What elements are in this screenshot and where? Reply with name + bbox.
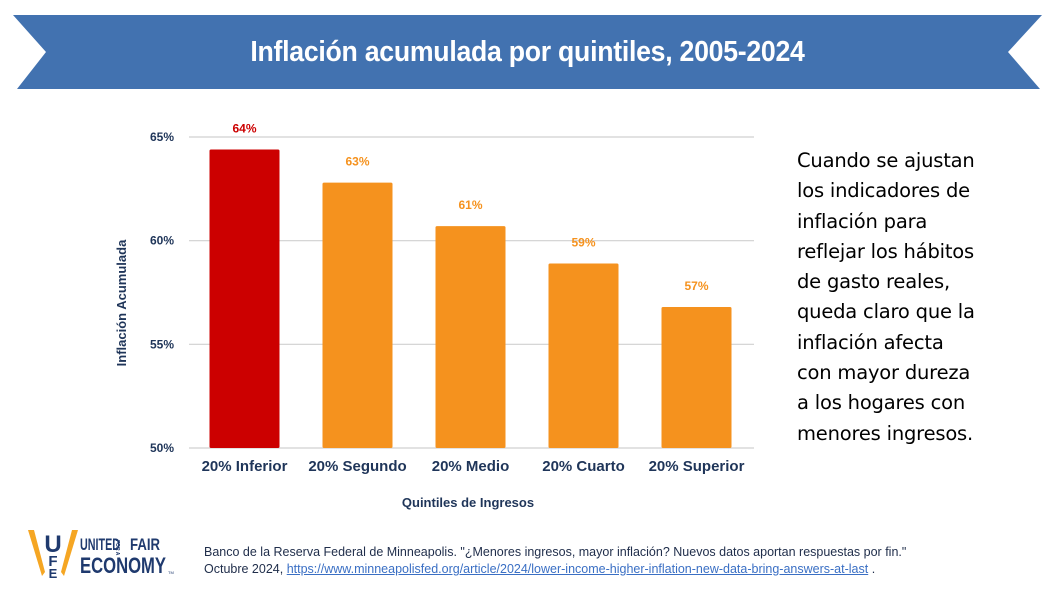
source-link[interactable]: https://www.minneapolisfed.org/article/2… <box>286 562 869 576</box>
commentary-line: inflación afecta <box>797 330 944 354</box>
commentary-line: a los hogares con <box>797 391 966 415</box>
page-title: Inflación acumulada por quintiles, 2005-… <box>250 36 805 68</box>
source-suffix: . <box>868 562 876 576</box>
source-line-1: Banco de la Reserva Federal de Minneapol… <box>204 545 907 559</box>
y-tick-label: 65% <box>150 130 174 144</box>
x-tick-label: 20% Cuarto <box>542 458 625 475</box>
commentary-text: Cuando se ajustan los indicadores de infla… <box>797 146 1012 449</box>
y-axis-ticks: 50% 55% 60% 65% <box>150 130 174 455</box>
commentary-line: Cuando se ajustan <box>797 149 975 172</box>
commentary-line: con mayor dureza <box>797 361 971 385</box>
data-label: 57% <box>684 279 708 293</box>
y-axis-title: Inflación Acumulada <box>114 239 129 366</box>
united-for-a-fair-economy-logo: U F E UNITED FOR A FAIR ECONOMY TM <box>28 530 174 580</box>
data-label: 59% <box>571 235 595 249</box>
logo-for-a: FOR A <box>114 540 120 556</box>
commentary-line: de gasto reales, <box>797 270 950 294</box>
x-axis-ticks: 20% Inferior 20% Segundo 20% Medio 20% Cuar… <box>202 458 745 475</box>
y-tick-label: 60% <box>150 234 174 248</box>
logo-letter-f: F <box>48 553 57 570</box>
banner-ribbon <box>13 15 1042 89</box>
logo-letter-u: U <box>44 531 61 558</box>
source-date: Octubre 2024, <box>204 562 287 576</box>
data-labels: 64% 63% 61% 59% 57% <box>232 121 708 293</box>
bar <box>209 149 280 448</box>
x-tick-label: 20% Medio <box>432 458 510 475</box>
y-tick-label: 55% <box>150 337 174 351</box>
x-tick-label: 20% Superior <box>649 458 745 475</box>
commentary-line: inflación para <box>797 209 928 233</box>
logo-economy: ECONOMY <box>80 553 166 578</box>
commentary-line: reflejar los hábitos <box>797 239 974 263</box>
data-label: 61% <box>458 198 482 212</box>
title-banner <box>13 15 1042 89</box>
logo-mark-icon: U F E <box>28 530 78 580</box>
bar <box>661 307 732 448</box>
commentary-line: menores ingresos. <box>797 421 974 445</box>
logo-tm: TM <box>168 570 174 575</box>
bar-chart: 50% 55% 60% 65% 64% 63% 61% 59% 57% 20% Inferio… <box>114 121 754 510</box>
bar <box>435 226 506 448</box>
data-label: 64% <box>232 121 256 135</box>
bar <box>548 263 619 448</box>
commentary-line: los indicadores de <box>797 179 970 203</box>
logo-fair: FAIR <box>130 535 160 554</box>
x-tick-label: 20% Segundo <box>308 458 406 475</box>
logo-letter-e: E <box>49 566 58 580</box>
data-label: 63% <box>345 155 369 169</box>
bar <box>322 182 393 448</box>
logo-united: UNITED <box>80 535 120 554</box>
source-line-2: Octubre 2024, https://www.minneapolisfed… <box>204 561 906 578</box>
source-citation: Banco de la Reserva Federal de Minneapol… <box>204 544 906 578</box>
x-tick-label: 20% Inferior <box>202 458 288 475</box>
bars <box>209 149 732 448</box>
commentary-line: queda claro que la <box>797 300 975 324</box>
y-tick-label: 50% <box>150 441 174 455</box>
x-axis-title: Quintiles de Ingresos <box>402 495 534 510</box>
